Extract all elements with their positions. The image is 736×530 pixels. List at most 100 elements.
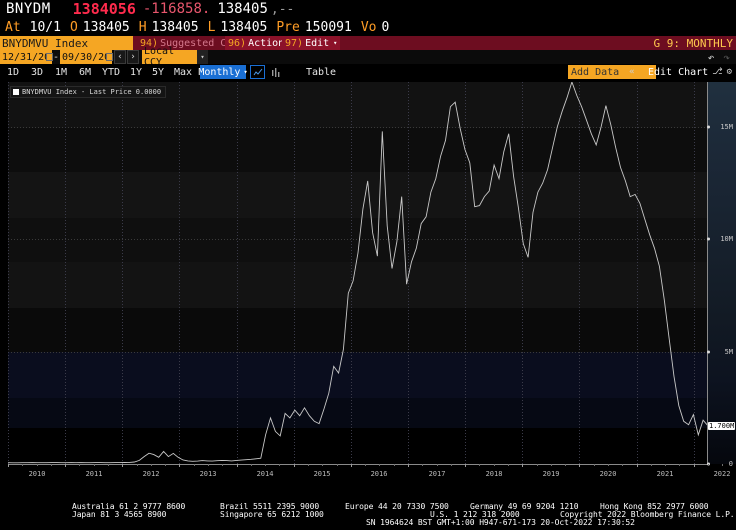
low-label: L [207,19,216,35]
grid-line-vertical [294,82,295,464]
x-axis-label: 2021 [656,470,674,478]
calendar-icon[interactable] [46,53,53,61]
at-value: 10/1 [29,19,61,35]
edit-chart-button[interactable]: Edit Chart [647,66,709,78]
grid-line-vertical [408,82,409,464]
y-axis-label: 0 [728,460,733,468]
footer-contacts-line1: Australia 61 2 9777 8600 Brazil 5511 2395… [0,502,736,511]
date-range-bar: 12/31/2009 - 09/30/2022 ‹ › Local CCY ▾ … [0,46,736,68]
y-axis-tick [707,125,710,129]
chart-background-band [8,352,708,398]
y-axis-label: 15M [720,122,733,131]
period-button-ytd[interactable]: YTD [101,66,121,78]
bar-chart-glyph [272,67,280,77]
x-axis-label: 2019 [542,470,560,478]
x-axis-minor-tick [194,464,195,466]
volume-value: 0 [381,19,390,35]
x-axis-tick [65,464,66,467]
expand-icon[interactable]: ⎇ [712,67,723,77]
open-value: 138405 [82,19,130,35]
period-button-5y[interactable]: 5Y [151,66,165,78]
x-axis-minor-tick [308,464,309,466]
security-input[interactable]: BNYDMVU Index [0,36,133,50]
chevron-down-icon: ▾ [333,39,338,47]
x-axis-tick [122,464,123,467]
period-button-1d[interactable]: 1D [6,66,20,78]
currency-select[interactable]: Local CCY [142,46,197,68]
legend-checkbox-icon[interactable] [13,89,19,95]
period-button-6m[interactable]: 6M [78,66,92,78]
y-axis-label: 10M [720,235,733,244]
interval-label: Monthly [198,66,241,78]
line-chart-glyph [253,68,262,75]
chart-background-band [8,398,708,428]
x-axis-tick [351,464,352,467]
undo-icon[interactable]: ↶ [707,50,715,64]
x-axis-minor-tick [208,464,209,466]
x-axis-minor-tick [379,464,380,466]
grid-line-horizontal [8,239,708,240]
x-axis-minor-tick [79,464,80,466]
interval-select[interactable]: Monthly ▾ [198,65,248,79]
ticker-header: BNYDM 1384056 -116858. 138405 ,-- At 10/… [0,0,736,36]
y-axis-line [707,82,708,465]
chart-plot-area[interactable]: BNYDMVU Index - Last Price 0.0000 [8,82,708,464]
period-button-max[interactable]: Max [173,66,193,78]
x-axis-label: 2012 [142,470,160,478]
period-button-3d[interactable]: 3D [30,66,44,78]
grid-line-vertical [637,82,638,464]
edit-label: Edit [305,37,330,49]
chevron-down-icon[interactable]: ▾ [197,50,208,64]
x-axis-minor-tick [479,464,480,466]
date-to-value: 09/30/2022 [62,51,123,63]
chart-mode-indicator: G 9: MONTHLY [653,36,733,50]
footer-session-info: SN 1964624 BST GMT+1:00 H947-671-173 20-… [366,518,635,527]
x-axis-minor-tick [137,464,138,466]
x-axis-minor-tick [94,464,95,466]
prev-period-button[interactable]: ‹ [114,50,126,64]
x-axis-minor-tick [222,464,223,466]
chart-series-svg [8,82,708,464]
date-to-input[interactable]: 09/30/2022 [60,50,122,64]
x-axis-minor-tick [165,464,166,466]
x-axis-label: 2016 [370,470,388,478]
grid-line-vertical [465,82,466,464]
next-period-button[interactable]: › [127,50,139,64]
ticker-last: 138405 [217,1,268,17]
x-axis-label: 2020 [599,470,617,478]
period-button-1m[interactable]: 1M [54,66,68,78]
add-data-input[interactable]: Add Data [568,65,656,79]
ticker-ohlc-row: At 10/1 O 138405 H 138405 L 138405 Pre 1… [0,18,389,36]
chart-background-band [8,262,708,308]
period-button-1y[interactable]: 1Y [129,66,143,78]
grid-line-vertical [237,82,238,464]
table-view-button[interactable]: Table [305,66,337,78]
bar-chart-icon[interactable] [268,65,283,79]
calendar-icon[interactable] [106,53,113,61]
date-from-input[interactable]: 12/31/2009 [0,50,62,64]
edit-chart-group: « ✐ Edit Chart ⎇ ⚙ [629,65,732,79]
footer-contact: Copyright 2022 Bloomberg Finance L.P. [560,510,735,519]
pencil-icon[interactable]: ✐ [638,67,644,77]
chart-line-series [8,82,708,464]
grid-line-vertical [8,82,9,464]
footer-contact: Germany 49 69 9204 1210 [470,502,579,511]
ticker-symbol[interactable]: BNYDM [6,1,51,17]
collapse-chevron-icon[interactable]: « [629,67,635,77]
x-axis-tick [408,464,409,467]
edit-number: 97) [285,37,304,49]
footer-contacts-line2: Japan 81 3 4565 8900 Singapore 65 6212 10… [0,510,736,519]
footer-contact: Europe 44 20 7330 7500 [345,502,449,511]
grid-line-vertical [65,82,66,464]
x-axis-label: 2015 [313,470,331,478]
line-chart-icon[interactable] [250,65,265,79]
chart-legend[interactable]: BNYDMVU Index - Last Price 0.0000 [10,86,167,98]
y-axis-tick [707,350,710,354]
y-axis-strip [708,82,736,464]
gear-icon[interactable]: ⚙ [726,67,732,77]
edit-menu-button[interactable]: 97) Edit ▾ [282,36,341,50]
chart-container: BNYDMVU Index - Last Price 0.0000 15M 10M… [0,80,736,482]
more-options-caret[interactable]: ▾ [286,62,297,82]
redo-icon[interactable]: ↷ [723,50,730,64]
x-axis-minor-tick [451,464,452,466]
